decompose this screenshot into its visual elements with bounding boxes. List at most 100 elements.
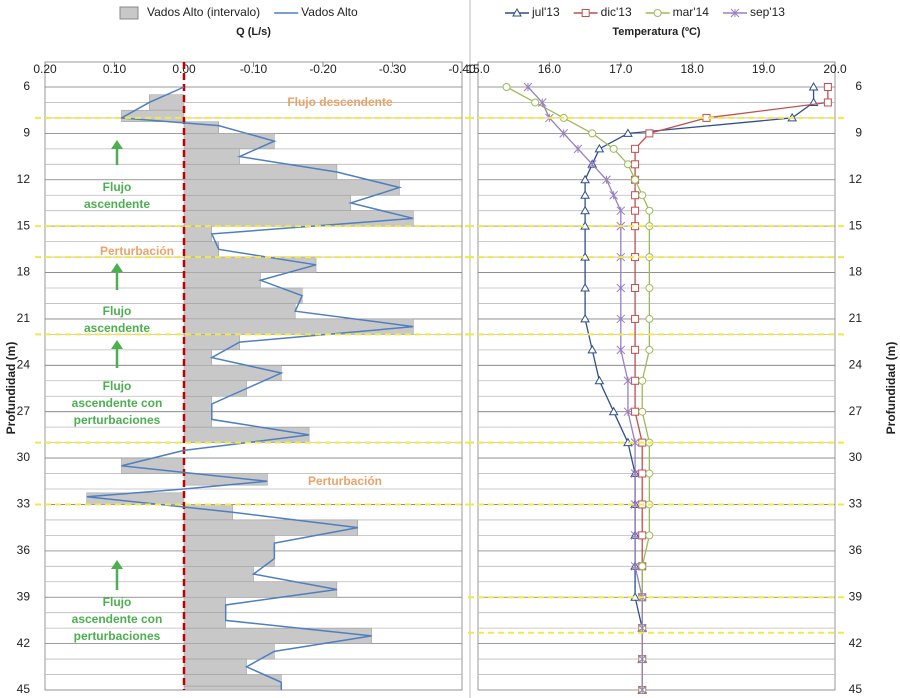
marker [512,7,522,17]
marker [645,284,654,292]
y-tick-label: 27 [849,404,863,418]
interval-bar [183,658,247,675]
y-tick-label: 45 [17,682,31,696]
annotation: ascendente [84,197,150,211]
marker [631,191,640,200]
marker [631,284,640,292]
marker [631,206,640,215]
arrow-head [111,140,123,149]
interval-bar [183,566,254,583]
interval-bar [183,241,219,258]
y-tick-label: 27 [17,404,31,418]
marker [616,345,626,355]
annotation: Flujo [103,379,132,393]
marker [580,205,590,215]
marker [645,314,654,323]
annotation: Flujo [103,595,132,609]
x-tick-label: -0.40 [448,62,476,76]
annotation: Perturbación [100,244,174,258]
marker [631,144,640,153]
interval-bar [183,318,414,335]
series-line [86,86,414,690]
marker [531,98,540,107]
marker [638,531,647,540]
interval-bar [183,612,226,629]
marker [559,129,569,138]
marker [630,561,640,571]
marker [637,623,647,633]
arrow-head [111,263,123,272]
interval-bar [183,365,282,382]
interval-bar [183,380,247,397]
legend-label: dic'13 [601,5,632,19]
y-tick-label: 12 [17,172,31,186]
marker [608,406,619,416]
marker [631,160,640,169]
plot-area [477,61,836,691]
marker [523,82,533,92]
marker [631,407,640,416]
interval-bar [183,535,275,552]
x-tick-label: 19.0 [752,62,776,76]
interval-bar [121,109,185,123]
x-tick-label: 0.10 [103,62,127,76]
marker [623,160,632,169]
marker [630,500,640,509]
interval-bar [183,685,282,691]
interval-bar [183,550,275,567]
marker [537,98,547,107]
interval-bar [183,164,338,181]
marker [638,407,647,416]
marker [616,314,626,324]
y-tick-label: 30 [849,450,863,464]
interval-bar [183,210,414,227]
y-tick-label: 18 [17,265,31,279]
y-tick-label: 12 [849,172,863,186]
marker [623,128,633,137]
annotation: perturbaciones [74,413,161,427]
interval-bar [183,194,352,211]
marker [823,98,832,107]
interval-bar [183,643,275,660]
y-tick-label: 33 [849,497,863,511]
interval-bar [183,287,303,304]
legend-label: Vados Alto (intervalo) [147,5,260,19]
marker [588,129,597,138]
marker [609,144,618,153]
marker [631,345,640,354]
y-tick-label: 15 [17,218,31,232]
interval-bar [183,225,213,242]
marker [645,345,654,354]
y-tick-label: 21 [849,311,863,325]
marker [623,407,633,417]
legend-label: mar'14 [673,5,710,19]
y-tick-label: 9 [23,126,30,140]
marker [645,206,654,215]
x-tick-label: -0.20 [309,62,337,76]
y-tick-label: 21 [17,311,31,325]
marker [638,191,647,200]
annotation: Flujo [103,304,132,318]
interval-bar [183,349,213,366]
marker [587,344,598,354]
marker [602,175,611,185]
marker [808,81,819,91]
interval-bar [183,596,226,613]
x-tick-label: 15.0 [466,62,490,76]
x-tick-label: 0.00 [172,62,196,76]
interval-bar [149,94,185,111]
x-tick-label: 0.20 [33,62,57,76]
annotation: Flujo [103,180,132,194]
marker [623,376,633,386]
interval-bar [183,148,240,165]
marker [502,83,511,91]
y-tick-label: 15 [849,218,863,232]
annotation: perturbaciones [74,629,161,643]
marker [638,469,647,478]
legend-label: jul'13 [531,5,560,19]
marker [580,313,590,323]
marker [609,190,619,200]
y-tick-label: 24 [849,357,863,371]
marker [638,562,647,571]
